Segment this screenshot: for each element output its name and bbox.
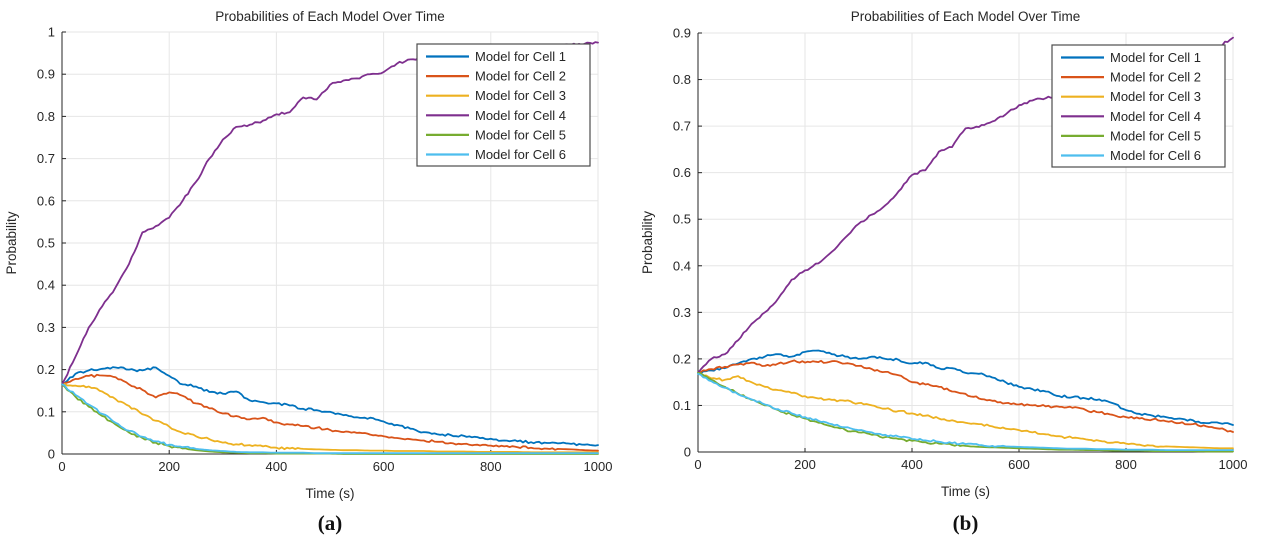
x-tick-label: 1000 [584,459,613,474]
y-axis-label: Probability [640,211,655,274]
axes [697,32,1234,453]
legend-label: Model for Cell 5 [475,127,566,142]
x-axis-label: Time (s) [941,484,990,499]
y-tick-label: 0.7 [37,151,55,166]
legend-item-cell-5: Model for Cell 5 [426,127,566,142]
chart-b-canvas: 0 200 400 600 800 1000 0 0.1 0.2 0.3 0.4 0.5 0.6 0.7 0… [640,9,1248,499]
series-line-cell-1 [61,366,599,447]
y-tick-label: 0.1 [37,404,55,419]
y-tick-label: 0.8 [673,72,691,87]
y-tick-label: 0.3 [673,305,691,320]
legend-item-cell-1: Model for Cell 1 [1061,50,1201,65]
y-tick-label: 0 [48,447,55,462]
chart-a-canvas: 0 200 400 600 800 1000 0 0.1 0.2 0.3 0.4 0.5 0.6 0.7 0… [4,9,613,501]
x-tick-label: 0 [58,459,65,474]
series-line-cell-2 [61,373,599,452]
x-tick-label: 1000 [1219,457,1248,472]
chart-b-caption: (b) [952,511,979,535]
x-tick-label: 200 [158,459,180,474]
y-tick-label: 0.1 [673,398,691,413]
legend-item-cell-3: Model for Cell 3 [1061,89,1201,104]
legend-item-cell-4: Model for Cell 4 [1061,109,1201,124]
legend-label: Model for Cell 1 [1110,50,1201,65]
legend-label: Model for Cell 5 [1110,128,1201,143]
x-tick-label: 800 [480,459,502,474]
legend-label: Model for Cell 3 [475,88,566,103]
y-tick-label: 0.4 [37,278,55,293]
chart-panel-b: 0 200 400 600 800 1000 0 0.1 0.2 0.3 0.4 0.5 0.6 0.7 0… [631,0,1263,547]
legend-item-cell-6: Model for Cell 6 [1061,148,1201,163]
chart-a-caption: (a) [317,511,343,535]
legend-label: Model for Cell 4 [475,108,566,123]
y-tick-label: 1 [48,25,55,40]
y-tick-label: 0.3 [37,320,55,335]
y-tick-label: 0.4 [673,258,691,273]
legend-item-cell-6: Model for Cell 6 [426,147,566,162]
chart-panel-a: 0 200 400 600 800 1000 0 0.1 0.2 0.3 0.4 0.5 0.6 0.7 0… [0,0,631,547]
chart-title: Probabilities of Each Model Over Time [215,9,445,24]
legend-box [416,43,591,167]
x-tick-label: 400 [266,459,288,474]
y-axis-label: Probability [4,211,19,274]
legend: Model for Cell 1 Model for Cell 2 Model fo… [416,43,591,167]
y-tick-label: 0.2 [37,362,55,377]
y-tick-label: 0.8 [37,109,55,124]
y-tick-label: 0 [684,445,691,460]
x-tick-label: 400 [901,457,923,472]
legend-label: Model for Cell 2 [1110,70,1201,85]
x-tick-label: 800 [1115,457,1137,472]
legend-label: Model for Cell 2 [475,69,566,84]
y-tick-label: 0.6 [37,193,55,208]
series-line-cell-2 [697,359,1234,433]
x-axis-label: Time (s) [306,486,355,501]
series-line-cell-1 [697,349,1234,426]
legend-item-cell-4: Model for Cell 4 [426,108,566,123]
x-tick-label: 0 [694,457,701,472]
x-tick-label: 600 [373,459,395,474]
legend-label: Model for Cell 6 [475,147,566,162]
legend-label: Model for Cell 6 [1110,148,1201,163]
legend: Model for Cell 1 Model for Cell 2 Model fo… [1051,44,1226,168]
y-tick-label: 0.5 [37,236,55,251]
legend-item-cell-3: Model for Cell 3 [426,88,566,103]
legend-box [1051,44,1226,168]
x-tick-label: 600 [1008,457,1030,472]
x-tick-label: 200 [794,457,816,472]
y-tick-label: 0.5 [673,212,691,227]
legend-item-cell-2: Model for Cell 2 [1061,70,1201,85]
legend-label: Model for Cell 4 [1110,109,1201,124]
legend-label: Model for Cell 3 [1110,89,1201,104]
series-line-cell-3 [61,382,599,454]
tick-labels: 0 200 400 600 800 1000 0 0.1 0.2 0.3 0.4 0.5 0.6 0.7 0… [37,25,613,475]
series-line-cell-6 [697,372,1234,452]
y-tick-label: 0.7 [673,119,691,134]
tick-labels: 0 200 400 600 800 1000 0 0.1 0.2 0.3 0.4 0.5 0.6 0.7 0… [673,26,1248,473]
series-line-cell-5 [697,371,1234,453]
legend-item-cell-5: Model for Cell 5 [1061,128,1201,143]
chart-title: Probabilities of Each Model Over Time [851,9,1081,24]
legend-item-cell-1: Model for Cell 1 [426,49,566,64]
y-tick-label: 0.9 [673,26,691,41]
legend-item-cell-2: Model for Cell 2 [426,69,566,84]
series-line-cell-3 [697,371,1234,450]
y-tick-label: 0.9 [37,67,55,82]
y-tick-label: 0.6 [673,165,691,180]
series-line-cell-6 [61,383,599,455]
series-line-cell-5 [61,383,599,455]
y-tick-label: 0.2 [673,351,691,366]
legend-label: Model for Cell 1 [475,49,566,64]
